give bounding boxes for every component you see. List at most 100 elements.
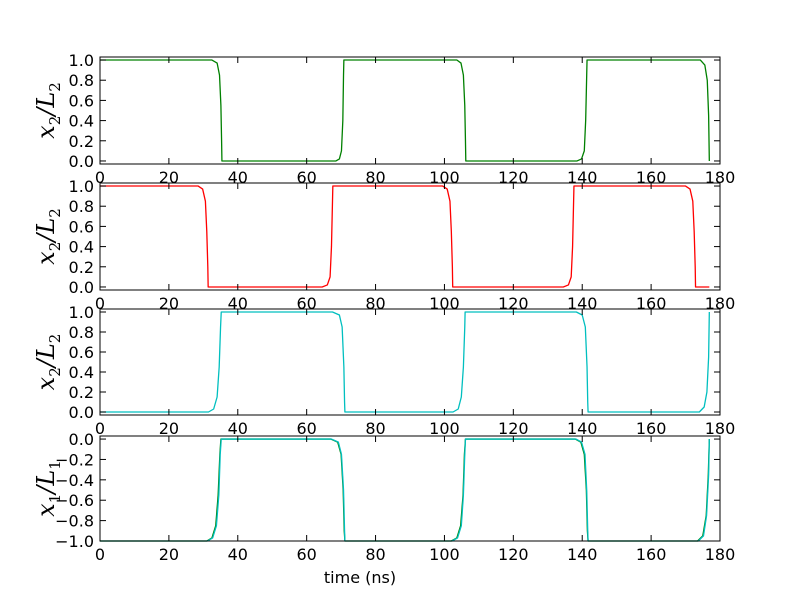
y-tick-label: 0.4 xyxy=(69,238,94,257)
x-tick-label: 20 xyxy=(159,545,179,564)
y-label-var: x xyxy=(32,251,60,265)
y-label-den: L xyxy=(32,343,60,360)
y-tick-label: 0.0 xyxy=(69,430,94,449)
y-tick-label: 1.0 xyxy=(69,51,94,70)
y-label-den-sub: 2 xyxy=(46,334,64,344)
x-tick-label: 80 xyxy=(365,545,385,564)
series-line-1 xyxy=(100,185,710,288)
y-label-slash: / xyxy=(32,231,60,244)
x-tick-label: 180 xyxy=(705,294,736,313)
y-tick-label: −0.2 xyxy=(55,450,94,469)
x-tick-label: 140 xyxy=(567,294,598,313)
y-tick-label: 0.0 xyxy=(69,403,94,422)
x-tick-label: 0 xyxy=(95,419,105,438)
y-tick-label: −0.4 xyxy=(55,471,94,490)
y-tick-label: −1.0 xyxy=(55,532,94,551)
y-tick-label: 0.6 xyxy=(69,91,94,110)
x-tick-label: 180 xyxy=(705,168,736,187)
y-tick-label: −0.6 xyxy=(55,491,94,510)
y-label-var-sub: 2 xyxy=(46,242,64,252)
x-tick-label: 140 xyxy=(567,168,598,187)
x-tick-label: 140 xyxy=(567,419,598,438)
x-tick-label: 160 xyxy=(636,545,667,564)
y-label-den-sub: 2 xyxy=(46,82,64,92)
y-label-den-sub: 2 xyxy=(46,208,64,218)
y-label-slash: / xyxy=(32,105,60,118)
axes-frame xyxy=(99,435,721,542)
y-tick-label: 0.8 xyxy=(69,197,94,216)
x-tick-label: 100 xyxy=(429,168,460,187)
x-tick-label: 20 xyxy=(159,168,179,187)
x-tick-label: 40 xyxy=(228,294,248,313)
y-label-slash: / xyxy=(32,483,60,496)
x-tick-label: 80 xyxy=(365,168,385,187)
y-label-den: L xyxy=(32,92,60,109)
x-tick-label: 120 xyxy=(498,294,529,313)
x-tick-label: 60 xyxy=(296,419,316,438)
y-tick-label: 0.2 xyxy=(69,132,94,151)
x-tick-label: 20 xyxy=(159,419,179,438)
series-line-1 xyxy=(100,59,710,162)
y-axis-label: x1/L1 xyxy=(32,460,64,517)
subplot-2: 0 20 40 60 80 100 120 140 160 180 0.00.20.4 0.60.81… xyxy=(32,177,735,313)
x-tick-label: 100 xyxy=(429,419,460,438)
x-tick-label: 40 xyxy=(228,168,248,187)
y-label-var: x xyxy=(32,503,60,517)
x-tick-label: 100 xyxy=(429,294,460,313)
y-tick-label: 0.8 xyxy=(69,71,94,90)
x-axis-label: time (ns) xyxy=(324,568,396,587)
y-tick-label: 0.4 xyxy=(69,363,94,382)
x-tick-label: 0 xyxy=(95,294,105,313)
x-tick-label: 180 xyxy=(705,419,736,438)
y-tick-label: 0.8 xyxy=(69,323,94,342)
series-line-1 xyxy=(100,311,710,413)
y-label-var: x xyxy=(32,125,60,139)
y-label-var: x xyxy=(32,376,60,390)
y-tick-label: 0.6 xyxy=(69,343,94,362)
x-tick-label: 160 xyxy=(636,168,667,187)
x-tick-label: 120 xyxy=(498,168,529,187)
y-label-den-sub: 1 xyxy=(46,460,64,470)
x-tick-label: 60 xyxy=(296,294,316,313)
y-label-slash: / xyxy=(32,356,60,369)
x-tick-label: 140 xyxy=(567,545,598,564)
x-tick-label: 0 xyxy=(95,545,105,564)
x-tick-label: 40 xyxy=(228,545,248,564)
x-tick-label: 160 xyxy=(636,419,667,438)
x-tick-label: 100 xyxy=(429,545,460,564)
y-tick-label: 1.0 xyxy=(69,177,94,196)
y-tick-label: 0.0 xyxy=(69,152,94,171)
y-tick-label: 0.2 xyxy=(69,383,94,402)
y-label-var-sub: 1 xyxy=(46,494,64,504)
y-axis-label: x2/L2 xyxy=(32,334,64,391)
subplot-4: 0 20 40 60 80 100 120 140 160 180 −1.0−0.8 −0.6−0.4… xyxy=(32,430,735,587)
y-label-den: L xyxy=(32,218,60,235)
y-label-var-sub: 2 xyxy=(46,116,64,126)
y-tick-label: 1.0 xyxy=(69,303,94,322)
subplot-1: 0 20 40 60 80 100 120 140 160 180 0.00.20.4 0.60.81… xyxy=(32,51,735,187)
x-tick-label: 20 xyxy=(159,294,179,313)
x-tick-label: 160 xyxy=(636,294,667,313)
y-label-den: L xyxy=(32,470,60,487)
subplot-3: 0 20 40 60 80 100 120 140 160 180 0.00.20.40.60.81… xyxy=(32,303,735,438)
y-axis-label: x2/L2 xyxy=(32,208,64,265)
x-tick-label: 0 xyxy=(95,168,105,187)
subplots: 0 20 40 60 80 100 120 140 160 1800.00.20.40.60.81… xyxy=(32,51,735,587)
y-tick-label: 0.0 xyxy=(69,278,94,297)
x-tick-label: 60 xyxy=(296,545,316,564)
x-tick-label: 80 xyxy=(365,294,385,313)
y-tick-label: −0.8 xyxy=(55,512,94,531)
y-tick-label: 0.4 xyxy=(69,112,94,131)
x-tick-label: 180 xyxy=(705,545,736,564)
y-tick-label: 0.6 xyxy=(69,217,94,236)
x-tick-label: 80 xyxy=(365,419,385,438)
y-axis-label: x2/L2 xyxy=(32,82,64,139)
x-tick-label: 60 xyxy=(296,168,316,187)
y-label-var-sub: 2 xyxy=(46,367,64,377)
x-tick-label: 120 xyxy=(498,419,529,438)
y-tick-label: 0.2 xyxy=(69,258,94,277)
axes-frame xyxy=(99,308,721,416)
x-tick-label: 120 xyxy=(498,545,529,564)
